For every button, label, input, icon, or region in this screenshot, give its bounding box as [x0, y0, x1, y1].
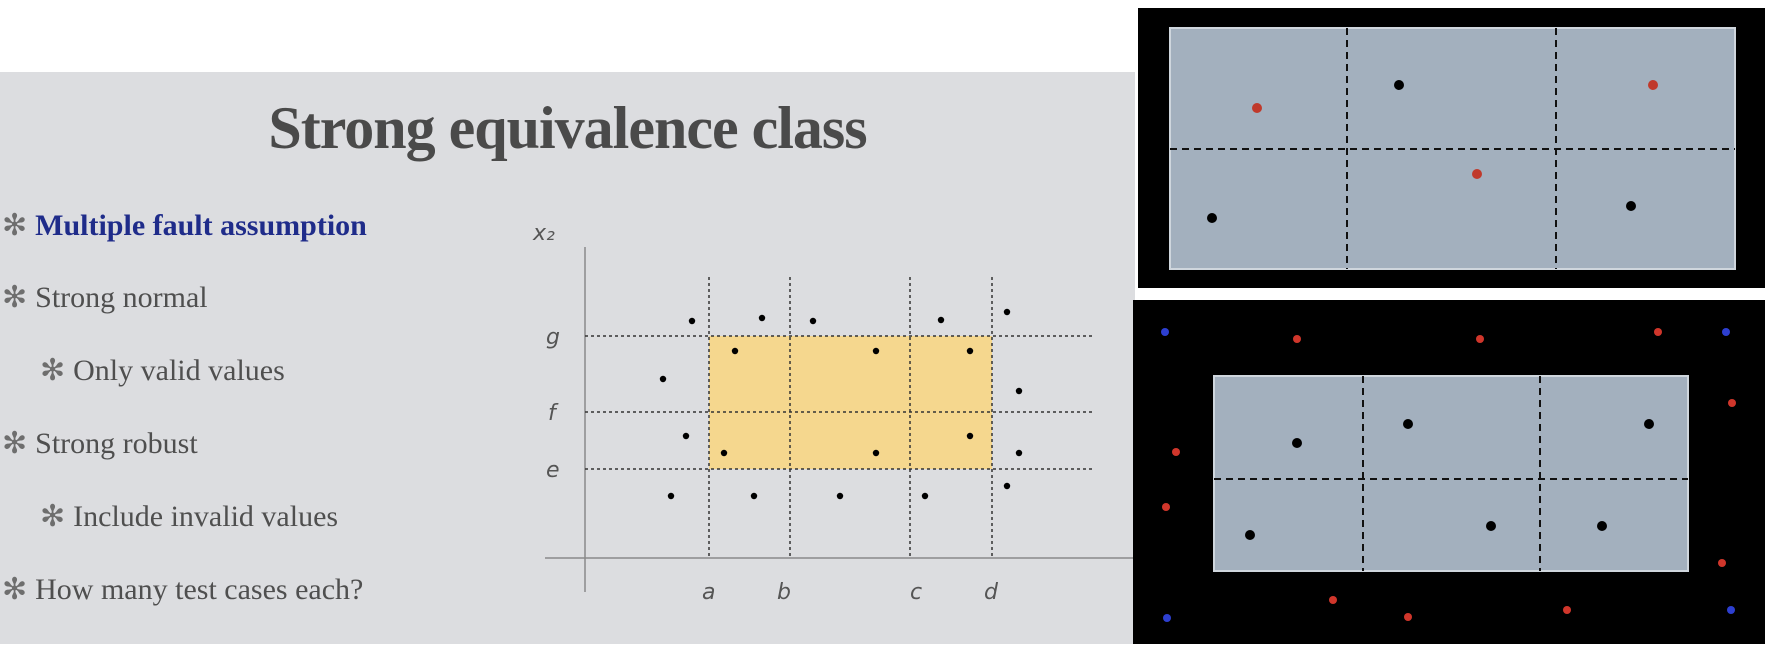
bullet-item: ✻ Multiple fault assumption: [2, 209, 367, 242]
weak-normal-panel: [1138, 8, 1765, 288]
test-point: [1207, 213, 1217, 223]
bullet-item: ✻ Include invalid values: [40, 500, 339, 533]
bullet-item: ✻ Strong robust: [2, 427, 198, 460]
test-point: [1654, 328, 1662, 336]
test-point: [667, 492, 675, 500]
test-point: [1161, 328, 1169, 336]
bullet-star-icon: ✻: [2, 209, 28, 242]
test-point: [1245, 530, 1255, 540]
x-label-d: d: [984, 580, 999, 605]
test-point: [1292, 438, 1302, 448]
bottom-panel-diagram: [1161, 328, 1736, 622]
test-point: [836, 492, 844, 500]
test-point: [1472, 169, 1482, 179]
test-point: [659, 375, 667, 383]
y-axis-label: x₂: [532, 221, 555, 246]
test-point: [750, 492, 758, 500]
test-point: [809, 317, 817, 325]
test-point: [1252, 103, 1262, 113]
bullet-star-icon: ✻: [40, 500, 66, 533]
test-point: [966, 347, 974, 355]
slide: Strong equivalence class ✻ Multiple fault…: [0, 72, 1135, 644]
x-label-c: c: [910, 580, 922, 605]
test-point: [1293, 335, 1301, 343]
test-point: [1597, 521, 1607, 531]
bullet-star-icon: ✻: [2, 427, 28, 460]
test-point: [1172, 448, 1180, 456]
y-label-f: f: [548, 401, 559, 426]
test-point: [1162, 503, 1170, 511]
test-point: [1015, 449, 1023, 457]
test-point: [1728, 399, 1736, 407]
test-point: [1003, 308, 1011, 316]
valid-region: [1213, 375, 1689, 572]
test-point: [1486, 521, 1496, 531]
test-point: [1404, 613, 1412, 621]
test-point: [1718, 559, 1726, 567]
test-point: [966, 432, 974, 440]
test-point: [1003, 482, 1011, 490]
test-points: [659, 308, 1023, 500]
test-point: [1015, 387, 1023, 395]
test-point: [731, 347, 739, 355]
strong-robust-panel: [1133, 300, 1765, 644]
test-point: [1563, 606, 1571, 614]
slide-title: Strong equivalence class: [268, 95, 867, 161]
test-point: [872, 347, 880, 355]
top-panel-diagram: [1169, 27, 1736, 270]
test-point: [758, 314, 766, 322]
bullet-star-icon: ✻: [2, 573, 28, 606]
bullet-item: ✻ Only valid values: [40, 354, 285, 387]
test-point: [921, 492, 929, 500]
valid-region: [709, 336, 992, 469]
test-point: [1394, 80, 1404, 90]
y-label-g: g: [546, 325, 560, 350]
bullet-item: ✻ Strong normal: [2, 281, 208, 314]
test-point: [1476, 335, 1484, 343]
y-label-e: e: [546, 458, 560, 483]
test-point: [1727, 606, 1735, 614]
test-point: [872, 449, 880, 457]
test-point: [937, 316, 945, 324]
test-point: [688, 317, 696, 325]
test-point: [1163, 614, 1171, 622]
bullet-item: ✻ How many test cases each?: [2, 573, 364, 606]
test-point: [1722, 328, 1730, 336]
bullet-star-icon: ✻: [2, 281, 28, 314]
test-point: [682, 432, 690, 440]
x-label-b: b: [777, 580, 791, 605]
test-point: [1648, 80, 1658, 90]
test-point: [1329, 596, 1337, 604]
test-point: [1644, 419, 1654, 429]
test-point: [1626, 201, 1636, 211]
equivalence-diagram: x₂ g f e a b c d: [532, 221, 1135, 605]
x-label-a: a: [702, 580, 715, 605]
test-point: [720, 449, 728, 457]
bullet-star-icon: ✻: [40, 354, 66, 387]
test-point: [1403, 419, 1413, 429]
